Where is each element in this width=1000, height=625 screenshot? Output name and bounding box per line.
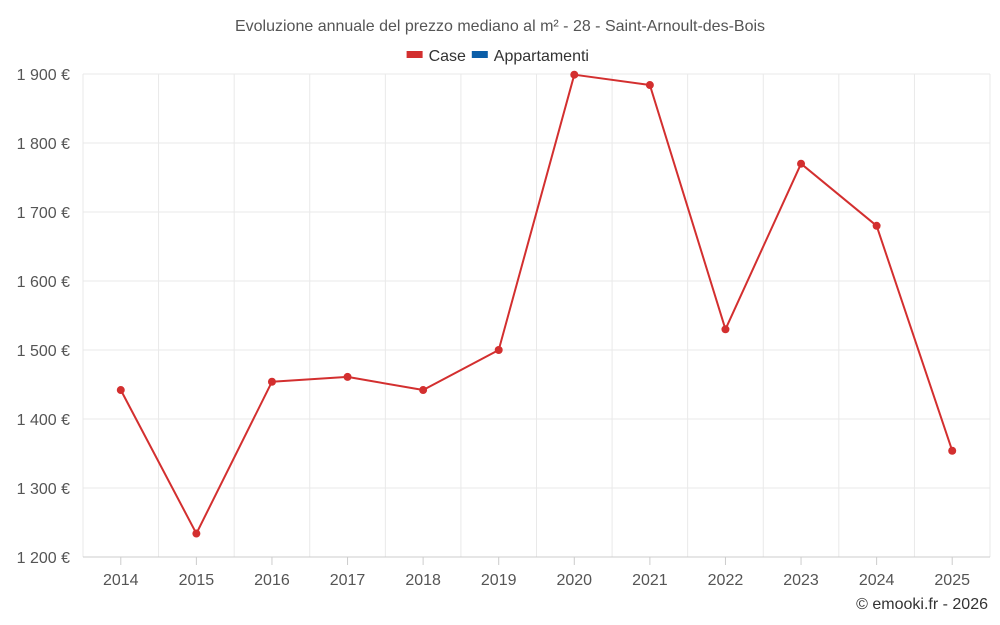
x-tick-label: 2015 (179, 572, 215, 589)
x-tick-label: 2024 (859, 572, 895, 589)
x-tick-label: 2017 (330, 572, 366, 589)
x-tick-label: 2018 (405, 572, 441, 589)
x-tick-label: 2014 (103, 572, 139, 589)
x-tick-label: 2019 (481, 572, 517, 589)
data-point[interactable] (797, 159, 806, 168)
legend-swatch (471, 51, 488, 58)
data-point[interactable] (343, 372, 352, 381)
y-tick-label: 1 200 € (17, 550, 70, 567)
legend-item-appartamenti[interactable]: Appartamenti (471, 48, 589, 65)
data-point[interactable] (721, 325, 730, 334)
data-point[interactable] (267, 377, 276, 386)
y-tick-label: 1 600 € (17, 274, 70, 291)
data-point[interactable] (419, 386, 428, 395)
legend-item-case[interactable]: Case (406, 48, 466, 65)
credit-text: © emooki.fr - 2026 (856, 596, 988, 613)
legend-label: Case (429, 48, 466, 65)
y-tick-label: 1 500 € (17, 343, 70, 360)
legend-swatch (406, 51, 423, 58)
x-tick-label: 2020 (556, 572, 592, 589)
data-point[interactable] (570, 70, 579, 79)
grid-layer (82, 73, 991, 557)
legend[interactable]: Case Appartamenti (406, 48, 589, 65)
data-point[interactable] (494, 346, 503, 354)
x-axis: 2014 2015 2016 2017 2018 2019 2020 2021 2022 2023… (83, 556, 990, 589)
chart-title: Evoluzione annuale del prezzo mediano al… (235, 18, 765, 35)
y-tick-label: 1 900 € (17, 67, 70, 84)
x-tick-label: 2023 (783, 572, 819, 589)
x-tick-label: 2025 (934, 572, 970, 589)
y-tick-label: 1 700 € (17, 205, 70, 222)
series-line-case (119, 73, 954, 535)
data-point[interactable] (872, 221, 881, 230)
y-axis: 1 200 € 1 300 € 1 400 € 1 500 € 1 600 € 1 700… (17, 67, 70, 567)
x-tick-label: 2016 (254, 572, 290, 589)
series-layer[interactable] (116, 70, 957, 538)
legend-label: Appartamenti (494, 48, 589, 65)
data-point[interactable] (192, 529, 201, 538)
y-tick-label: 1 400 € (17, 412, 70, 429)
y-tick-label: 1 300 € (17, 481, 70, 498)
data-point[interactable] (948, 446, 957, 455)
x-tick-label: 2022 (708, 572, 744, 589)
y-tick-label: 1 800 € (17, 136, 70, 153)
data-point[interactable] (645, 81, 654, 90)
data-point[interactable] (116, 386, 125, 395)
x-tick-label: 2021 (632, 572, 668, 589)
